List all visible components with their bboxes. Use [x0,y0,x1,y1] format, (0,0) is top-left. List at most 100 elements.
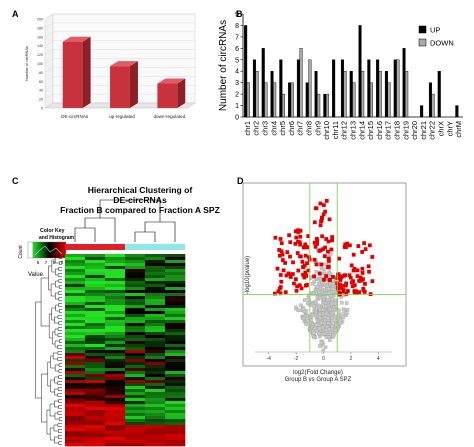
heatmap-cell [65,347,86,351]
tick-label-b-x: chr9 [313,121,322,136]
heatmap-cell [105,257,126,261]
heatmap-cell [165,302,186,306]
tick-label-d-x: 2 [350,356,353,362]
bar-a-top [110,61,138,67]
heatmap-cell [125,401,146,405]
volcano-point-red [292,281,296,286]
volcano-point-red [321,212,326,217]
volcano-point-red [360,266,365,271]
volcano-point-red [342,245,347,249]
bar-b-down [369,82,374,118]
heatmap-cell [165,320,186,324]
heatmap-cell [105,371,126,375]
heatmap-cell [145,263,166,267]
volcano-point-grey [325,284,329,288]
bar-b-up [420,105,424,118]
column-dendrogram-link [99,199,161,222]
heatmap-cell [125,410,146,414]
tick-label-a-y: 160 [37,35,43,39]
heatmap-cell [165,422,186,426]
volcano-point-grey [311,292,315,296]
volcano-point-red [288,275,293,279]
volcano-point-grey [329,251,333,256]
color-key-value-label: Value [28,272,44,278]
heatmap-cell [165,326,186,330]
heatmap-cell [105,413,126,417]
volcano-point-red [290,272,295,276]
heatmap-cell [145,392,166,396]
volcano-point-grey [331,311,336,315]
color-key-subtitle: and Histogram [39,235,75,241]
heatmap-cell [165,389,186,393]
volcano-point-red [357,279,361,283]
volcano-point-grey [332,305,336,309]
bar-b-down [255,71,259,118]
row-dendrogram-link [50,355,56,369]
heatmap-cell [125,338,146,342]
heatmap-cell [105,287,126,291]
heatmap-cell [65,362,86,366]
heatmap-cell [145,362,166,366]
volcano-point-red [360,271,365,275]
heatmap-cell [165,296,186,300]
tick-label-b-x: chr2 [252,121,261,136]
volcano-point-grey [333,301,337,306]
row-dendrogram-link [54,376,59,384]
gridline-a [44,22,54,29]
volcano-point-red [280,258,285,262]
tick-label-b-x: chrM [454,121,463,138]
volcano-point-red [322,254,327,259]
volcano-point-red [326,258,331,263]
tick-label-b-y: 7 [235,34,239,41]
bar-b-down [387,82,391,118]
tick-label-b-y: 4 [235,69,239,76]
gridline-a [44,40,54,46]
heatmap-cell [105,269,126,273]
heatmap-cell [65,314,86,318]
heatmap-cell [85,395,106,399]
heatmap-cell [145,260,166,264]
tick-label-a-y: 0 [41,107,43,111]
heatmap-cell [105,284,126,288]
heatmap-cell [105,398,126,402]
row-dendrogram-link [51,331,56,345]
heatmap-cell [145,359,166,363]
volcano-point-grey [327,291,331,295]
heatmap-cell [165,407,186,411]
heatmap-cell [65,350,86,354]
volcano-point-red [342,273,347,278]
tick-label-d-x: 4 [377,356,380,362]
heatmap-cell [165,293,186,297]
heatmap-cell [85,383,106,387]
heatmap-cell [105,293,126,297]
bar-b-down [281,93,286,118]
volcano-point-grey [317,326,322,331]
heatmap-cell [65,365,86,369]
volcano-point-grey [314,301,319,305]
volcano-point-red [312,240,317,245]
heatmap-cell [145,440,166,444]
heatmap-cell [125,392,146,396]
heatmap-cell [105,431,126,435]
bar-b-down [290,82,294,118]
heatmap-cell [125,440,146,444]
heatmap-cell [125,356,146,360]
heatmap-cell [85,389,106,393]
heatmap-cell [65,284,86,288]
heatmap-cell [65,266,86,270]
volcano-point-grey [307,293,311,297]
heatmap-cell [105,428,126,432]
heatmap-cell [125,269,146,273]
volcano-point-grey [322,292,327,296]
volcano-point-red [341,283,345,288]
volcano-point-red [361,288,366,293]
volcano-point-red [360,250,365,254]
volcano-point-red [336,272,340,277]
legend-swatch-b [418,38,427,47]
volcano-point-grey [341,311,345,316]
heatmap-cell [165,341,186,345]
heatmap-cell [105,404,126,408]
heatmap-cell [125,359,146,363]
heatmap-cell [165,317,186,321]
tick-label-a-y: 120 [37,53,43,57]
